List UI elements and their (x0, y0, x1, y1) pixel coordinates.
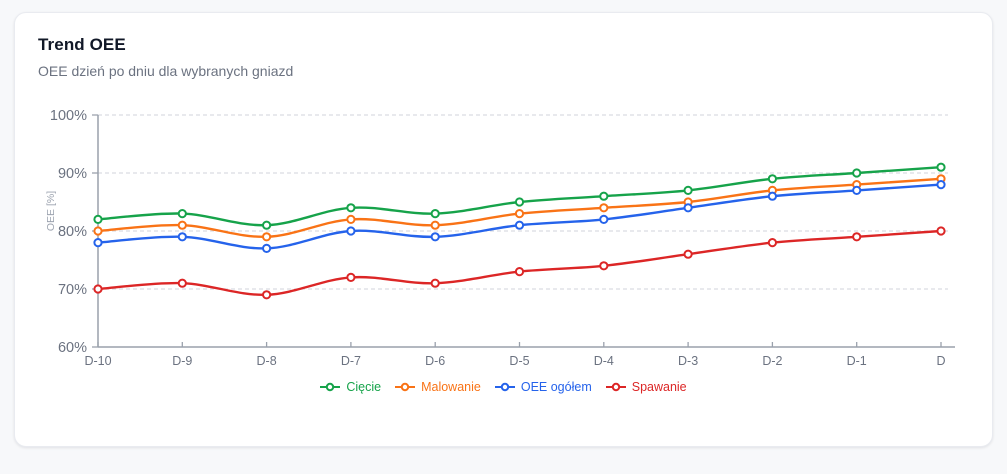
series-line (96, 229, 943, 297)
legend-label: Spawanie (631, 380, 687, 394)
series-point (599, 261, 609, 271)
series-point (346, 272, 356, 282)
y-tick-label: 90% (58, 166, 87, 182)
chart-legend: Cięcie Malowanie OEE ogółem Spawanie (15, 379, 992, 395)
y-tick-label: 100% (50, 108, 87, 124)
x-tick-label: D-9 (172, 354, 192, 368)
y-tick-label: 80% (58, 224, 87, 240)
x-tick-label: D (936, 354, 945, 368)
x-tick-label: D-8 (257, 354, 277, 368)
legend-label: Cięcie (346, 380, 382, 394)
legend-marker-icon (494, 382, 515, 392)
x-tick-label: D-6 (425, 354, 445, 368)
series-point (767, 191, 778, 201)
series-point (936, 226, 946, 236)
series-point (514, 209, 525, 219)
y-axis-title: OEE [%] (45, 190, 57, 232)
legend-label: Malowanie (421, 380, 481, 394)
series-point (346, 214, 356, 225)
series-point (936, 180, 946, 190)
series-point (177, 232, 187, 242)
series-point (93, 214, 103, 225)
series-point (599, 214, 609, 225)
x-tick-label: D-7 (341, 354, 361, 368)
series-point (430, 209, 440, 219)
series-point (430, 220, 440, 230)
series-point (177, 278, 187, 288)
series-point (683, 203, 693, 213)
legend-marker-icon (320, 382, 341, 392)
series-point (177, 220, 187, 230)
x-tick-label: D-4 (594, 354, 614, 368)
series-point (93, 226, 103, 236)
series-point (599, 203, 609, 213)
series-point (514, 220, 525, 230)
oee-trend-card: Trend OEE OEE dzień po dniu dla wybranyc… (14, 12, 993, 447)
legend-item[interactable]: Spawanie (605, 380, 687, 394)
legend-label: OEE ogółem (520, 380, 592, 394)
x-tick-label: D-1 (847, 354, 867, 368)
card-header: Trend OEE OEE dzień po dniu dla wybranyc… (15, 35, 992, 79)
series-point (599, 191, 609, 201)
series-point (93, 284, 103, 294)
legend-item[interactable]: Malowanie (395, 380, 481, 394)
series-point (262, 290, 272, 300)
y-tick-label: 70% (58, 282, 87, 298)
series-point (177, 209, 187, 219)
legend-marker-icon (395, 382, 416, 392)
series-point (430, 278, 440, 288)
legend-item[interactable]: Cięcie (320, 380, 381, 394)
series-point (262, 232, 272, 242)
chart-area: OEE [%] 60% 70% 80% 90% 100% D-10 D-9 D-8 D-7 D-6… (15, 99, 993, 371)
series-point (514, 197, 525, 207)
x-tick-label: D-2 (762, 354, 782, 368)
series-point (93, 238, 103, 248)
series-point (852, 232, 862, 242)
series-point (936, 162, 946, 172)
series-point (346, 203, 356, 213)
series-point (767, 238, 778, 248)
series-point (683, 185, 693, 196)
card-subtitle: OEE dzień po dniu dla wybranych gniazd (38, 63, 294, 79)
series-point (852, 185, 862, 196)
x-tick-label: D-10 (84, 354, 111, 368)
card-title: Trend OEE (38, 35, 126, 54)
legend-item[interactable]: OEE ogółem (494, 380, 592, 394)
oee-trend-line-chart[interactable]: 60% 70% 80% 90% 100% D-10 D-9 D-8 D-7 D-6 D-5 D-4 D-… (15, 99, 993, 371)
series-point (346, 226, 356, 236)
series-point (683, 249, 693, 259)
y-tick-label: 60% (58, 340, 87, 356)
series-point (262, 243, 272, 253)
legend-marker-icon (605, 382, 626, 392)
series-point (514, 267, 525, 277)
series-point (852, 168, 862, 178)
series-point (262, 220, 272, 230)
x-tick-label: D-3 (678, 354, 698, 368)
series-point (767, 174, 778, 184)
series-point (430, 232, 440, 242)
x-tick-label: D-5 (509, 354, 529, 368)
